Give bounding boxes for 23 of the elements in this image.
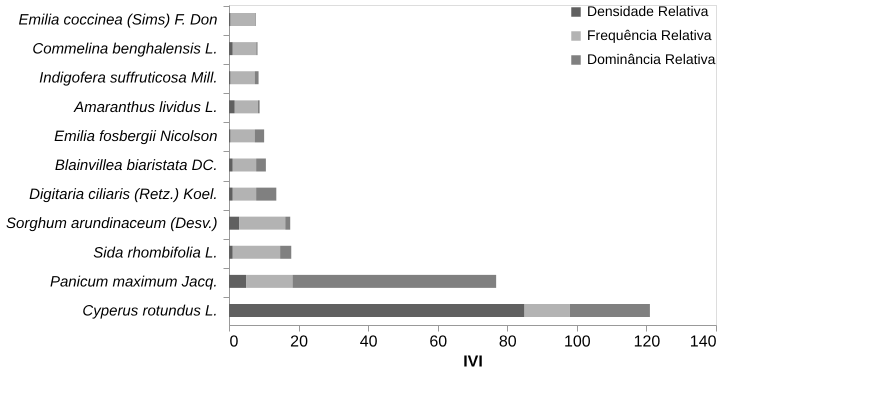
y-tick-label: Amaranthus lividus L. [73, 98, 218, 116]
y-tick-label: Indigofera suffruticosa Mill. [39, 70, 218, 87]
x-tick-label: 40 [360, 334, 378, 350]
legend-label: Dominância Relativa [587, 51, 716, 67]
x-axis-title: IVI [463, 354, 483, 370]
x-tick-label: 0 [230, 334, 238, 350]
y-tick-label: Emilia fosbergii Nicolson [54, 128, 218, 145]
y-tick-label: Digitaria ciliaris (Retz.) Koel. [29, 186, 218, 204]
y-tick-label: Blainvillea biaristata DC. [54, 157, 218, 174]
legend-label: Densidade Relativa [587, 3, 709, 19]
x-tick-label: 120 [634, 334, 660, 350]
x-tick-label: 20 [290, 334, 308, 350]
y-tick-label: Sorghum arundinaceum (Desv.) [6, 215, 218, 232]
x-tick-label: 100 [564, 334, 591, 350]
y-tick-label: Sida rhombifolia L. [93, 244, 218, 262]
x-tick-label: 60 [429, 334, 448, 350]
y-tick-label: Cyperus rotundus L. [82, 302, 218, 320]
x-tick-label: 140 [690, 334, 717, 350]
y-tick-label: Panicum maximum Jacq. [50, 273, 218, 290]
y-tick-label: Commelina benghalensis L. [32, 40, 218, 58]
x-tick-label: 80 [498, 334, 517, 350]
y-tick-label: Emilia coccinea (Sims) F. Don [18, 12, 218, 29]
legend-label: Frequência Relativa [587, 27, 712, 43]
